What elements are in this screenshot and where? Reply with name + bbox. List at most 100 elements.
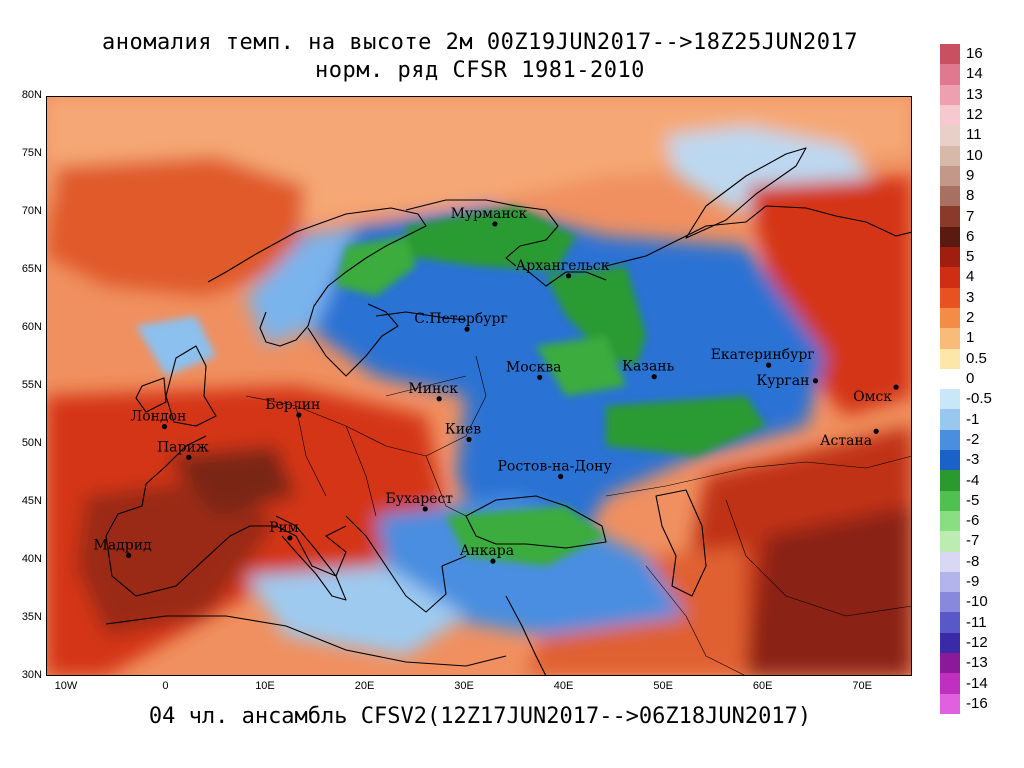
legend-swatch [940, 551, 960, 573]
legend-label: -10 [966, 593, 988, 611]
legend-swatch [940, 64, 960, 86]
lat-tick-label: 45N [21, 495, 42, 507]
legend-swatch [940, 632, 960, 654]
scandinavia-coastline [207, 207, 427, 347]
legend-label: 7 [966, 207, 975, 225]
legend-label: 5 [966, 248, 975, 266]
legend-label: 16 [966, 45, 983, 63]
legend-swatch [940, 328, 960, 350]
europe-borders [245, 355, 487, 517]
west-siberia-warm-area [746, 176, 912, 416]
city-label: Москва [506, 359, 562, 375]
city-label: Киев [445, 421, 481, 437]
temperature-anomaly-map: Мурманск Архангельск С.Петербург Москва Каза… [46, 96, 912, 676]
balkans-coastline [345, 515, 467, 613]
lon-tick-label: 70E [852, 680, 872, 692]
legend-swatch [940, 226, 960, 248]
lat-tick-label: 60N [21, 321, 42, 333]
city-label: С.Петербург [414, 311, 508, 327]
city-label: Париж [157, 439, 209, 455]
legend-swatch [940, 104, 960, 126]
city-marker [464, 326, 470, 332]
iberia-very-warm-area [76, 476, 276, 636]
city-marker [296, 412, 302, 418]
central-asia-very-warm-area [746, 506, 912, 676]
city-label: Курган [756, 373, 809, 389]
legend-label: 2 [966, 309, 975, 327]
legend-swatch [940, 490, 960, 512]
legend-label: -0.5 [966, 390, 992, 408]
legend-label: -3 [966, 451, 980, 469]
legend-swatch [940, 510, 960, 532]
legend-swatch [940, 653, 960, 674]
lon-tick-label: 50E [653, 680, 673, 692]
arctic-russia-coastline [605, 205, 912, 267]
legend-swatch [940, 673, 960, 695]
legend-swatch [940, 186, 960, 207]
legend-swatch [940, 44, 960, 65]
city-marker [812, 378, 819, 384]
legend-label: -5 [966, 491, 980, 509]
legend-swatch [940, 206, 960, 228]
legend-swatch [940, 389, 960, 410]
legend-label: -7 [966, 532, 980, 550]
city-label: Бухарест [385, 491, 453, 507]
city-label: Казань [622, 359, 674, 375]
legend-swatch [940, 145, 960, 167]
city-label: Мадрид [94, 537, 153, 553]
north-atlantic-warm-area [46, 156, 306, 296]
lon-tick-label: 20E [354, 680, 375, 692]
city-marker [537, 374, 543, 380]
anatolia-very-cold-patch [446, 506, 606, 566]
city-marker [490, 558, 496, 564]
city-marker [161, 424, 168, 430]
city-labels-layer: Мурманск Архангельск С.Петербург Москва Каза… [94, 206, 899, 564]
legend-label: -2 [966, 430, 980, 448]
legend-label: 3 [966, 288, 975, 306]
russia-cool-fringe [246, 226, 356, 346]
legend-label: 6 [966, 227, 975, 245]
city-marker [287, 535, 293, 541]
legend-swatch [940, 368, 960, 390]
middle-east-coastline [505, 595, 547, 676]
legend-swatch [940, 267, 960, 289]
lat-tick-label: 80N [21, 89, 42, 101]
lat-tick-label: 75N [21, 147, 42, 159]
city-marker [893, 384, 899, 390]
legend-label: 8 [966, 187, 975, 205]
arkhangelsk-very-cold-patch [546, 266, 646, 366]
ireland-coastline [135, 377, 167, 413]
lat-tick-label: 50N [21, 437, 42, 449]
legend-label: 12 [966, 106, 983, 124]
legend-swatch [940, 247, 960, 268]
city-label: Минск [408, 381, 458, 397]
map-title: аномалия темп. на высоте 2м 00Z19JUN2017… [102, 30, 858, 55]
white-sea-coastline [523, 267, 607, 287]
legend-swatch [940, 84, 960, 106]
ensemble-caption: 04 чл. ансамбль CFSV2(12Z17JUN2017-->06Z… [148, 704, 812, 729]
novaya-zemlya-coastline [685, 147, 807, 239]
lat-tick-label: 65N [21, 263, 42, 275]
france-very-warm-area [166, 446, 296, 516]
legend-label: -11 [966, 613, 987, 631]
legend-label: -12 [966, 633, 988, 651]
legend-swatch [940, 531, 960, 553]
british-isles-coastline [165, 345, 217, 427]
city-marker [466, 436, 472, 442]
legend-swatch [940, 592, 960, 613]
legend-swatch [940, 307, 960, 329]
legend-swatch [940, 165, 960, 187]
city-marker [422, 506, 428, 512]
city-label: Ростов-на-Дону [497, 458, 612, 474]
lat-tick-label: 35N [21, 611, 42, 623]
legend-label: 1 [966, 329, 975, 347]
legend-label: 0 [966, 370, 975, 387]
legend-swatch [940, 348, 960, 370]
legend-swatch [940, 409, 960, 431]
mediterranean-south-coastline [105, 615, 507, 667]
city-label: Анкара [460, 543, 514, 559]
lat-tick-label: 55N [21, 379, 42, 391]
city-marker [558, 473, 564, 480]
legend-label: 9 [966, 166, 975, 184]
